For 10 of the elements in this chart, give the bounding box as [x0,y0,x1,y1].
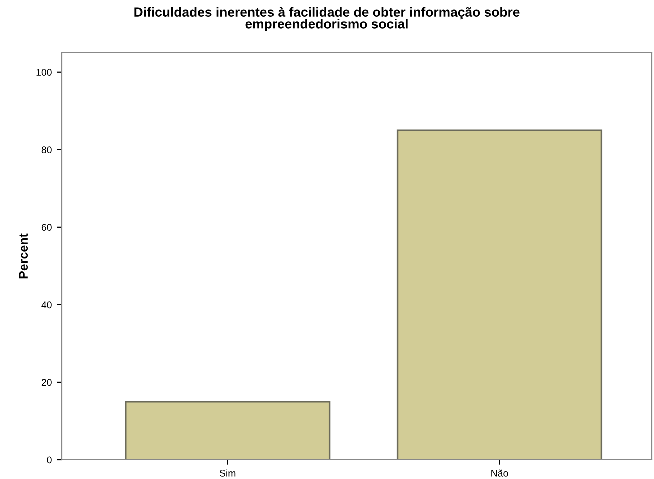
x-tick-label: Não [492,470,508,477]
chart-title: Dificuldades inerentes à facilidade de obter informação sobre empreendedorismo social [134,7,520,32]
x-tick-label: Sim [220,470,236,477]
y-tick-label: 100 [36,69,52,76]
y-tick-label: 20 [42,379,52,386]
y-tick-label: 60 [42,224,52,232]
y-tick-label: 80 [42,146,52,154]
y-axis-title: Percent [19,234,28,279]
y-tick-label: 40 [42,302,52,309]
y-tick-label: 0 [47,456,52,464]
